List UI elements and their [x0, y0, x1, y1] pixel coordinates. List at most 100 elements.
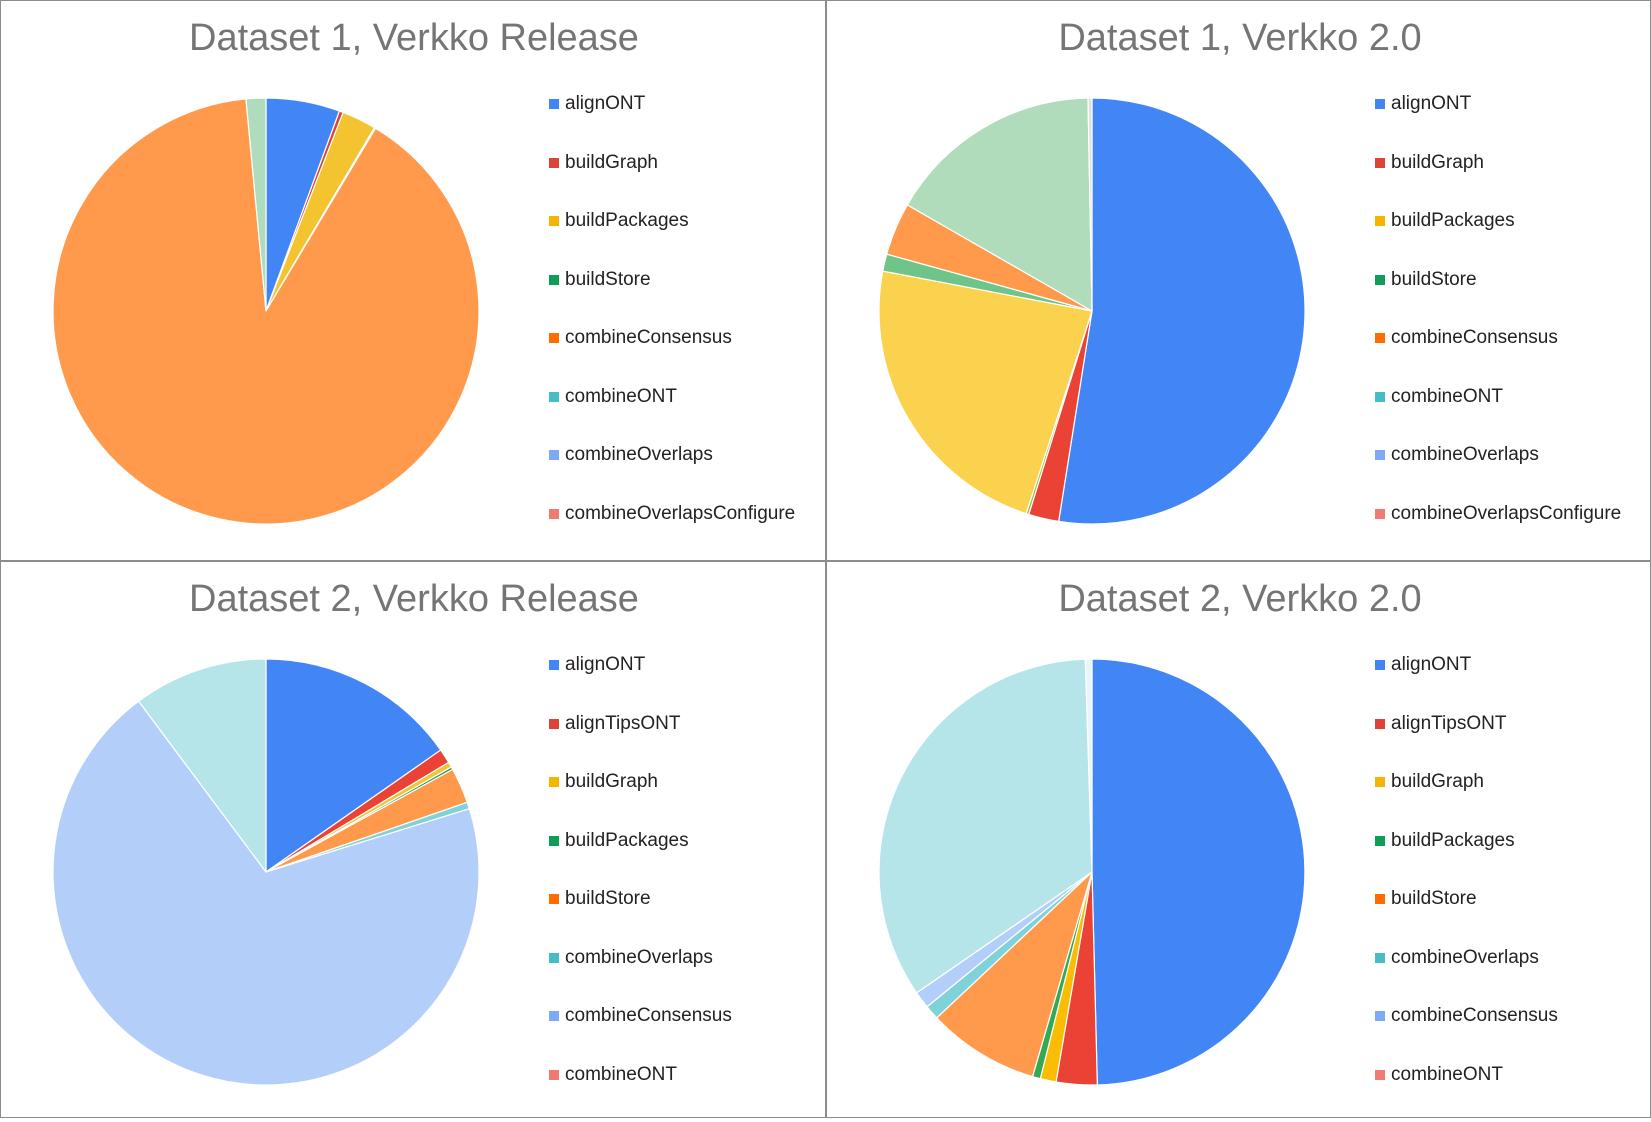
legend-swatch — [1375, 509, 1385, 519]
legend-swatch — [549, 450, 559, 460]
legend-label: combineONT — [1391, 386, 1641, 408]
legend-item-combineoverlapsconfigure: combineOverlapsConfigure — [1375, 503, 1645, 562]
legend-swatch — [1375, 275, 1385, 285]
legend-item-aligntipsont: alignTipsONT — [1375, 713, 1645, 772]
legend-label: buildStore — [565, 269, 815, 291]
pie-slice-alignont — [1059, 98, 1305, 524]
legend-item-buildgraph: buildGraph — [1375, 152, 1645, 211]
legend-item-combineconsensus: combineConsensus — [549, 327, 819, 386]
legend-item-buildgraph: buildGraph — [549, 152, 819, 211]
legend-label: alignONT — [1391, 93, 1641, 115]
legend-item-combineoverlaps: combineOverlaps — [1375, 444, 1645, 503]
legend-swatch — [549, 216, 559, 226]
legend-item-combineoverlaps: combineOverlaps — [549, 444, 819, 503]
legend-label: buildStore — [1391, 269, 1641, 291]
chart-panel-dataset2-release: Dataset 2, Verkko Release alignONT alignT… — [0, 561, 826, 1118]
legend-swatch — [1375, 894, 1385, 904]
legend-swatch — [549, 158, 559, 168]
legend-swatch — [1375, 99, 1385, 109]
legend-item-combineont: combineONT — [549, 1064, 819, 1122]
chart-title: Dataset 1, Verkko 2.0 — [827, 17, 1651, 60]
legend-label: buildPackages — [565, 210, 815, 232]
chart-title: Dataset 2, Verkko 2.0 — [827, 578, 1651, 621]
legend-label: combineOverlaps — [565, 947, 815, 969]
legend-swatch — [549, 1070, 559, 1080]
legend-item-alignont: alignONT — [1375, 654, 1645, 713]
legend-label: buildPackages — [565, 830, 815, 852]
legend-label: alignONT — [565, 654, 815, 676]
legend: alignONT buildGraph buildPackages buildStor… — [549, 93, 819, 561]
legend-swatch — [549, 894, 559, 904]
legend-swatch — [549, 777, 559, 787]
legend-label: alignTipsONT — [1391, 713, 1641, 735]
legend-swatch — [549, 99, 559, 109]
legend-label: combineConsensus — [1391, 1005, 1641, 1027]
pie-chart — [857, 76, 1327, 546]
legend-label: combineConsensus — [1391, 327, 1641, 349]
legend-item-buildgraph: buildGraph — [1375, 771, 1645, 830]
legend-swatch — [1375, 158, 1385, 168]
legend-item-buildstore: buildStore — [1375, 888, 1645, 947]
legend-item-buildpackages: buildPackages — [549, 210, 819, 269]
legend-swatch — [1375, 777, 1385, 787]
legend-swatch — [549, 1011, 559, 1021]
legend-label: combineONT — [565, 1064, 815, 1086]
legend: alignONT buildGraph buildPackages buildStor… — [1375, 93, 1645, 561]
legend-swatch — [1375, 450, 1385, 460]
legend-label: combineOverlaps — [1391, 444, 1641, 466]
legend-swatch — [549, 333, 559, 343]
legend-label: alignTipsONT — [565, 713, 815, 735]
legend-swatch — [1375, 1070, 1385, 1080]
legend-swatch — [549, 509, 559, 519]
legend-swatch — [549, 660, 559, 670]
legend-label: buildGraph — [565, 152, 815, 174]
legend-item-buildpackages: buildPackages — [1375, 210, 1645, 269]
legend-item-combineont: combineONT — [1375, 1064, 1645, 1122]
legend-item-buildpackages: buildPackages — [549, 830, 819, 889]
legend-label: combineONT — [1391, 1064, 1641, 1086]
chart-panel-dataset1-v2: Dataset 1, Verkko 2.0 alignONT buildGraph… — [826, 0, 1651, 561]
legend-swatch — [1375, 333, 1385, 343]
legend-item-combineont: combineONT — [1375, 386, 1645, 445]
pie-chart — [857, 637, 1327, 1107]
legend-label: combineOverlaps — [1391, 947, 1641, 969]
legend-swatch — [549, 836, 559, 846]
legend-item-buildstore: buildStore — [549, 888, 819, 947]
legend-swatch — [549, 719, 559, 729]
legend-label: combineOverlapsConfigure — [1391, 503, 1641, 525]
legend-label: combineConsensus — [565, 327, 815, 349]
legend: alignONT alignTipsONT buildGraph buildPacka… — [549, 654, 819, 1122]
pie-chart — [31, 76, 501, 546]
legend-label: buildGraph — [1391, 771, 1641, 793]
legend-swatch — [549, 953, 559, 963]
legend-label: buildPackages — [1391, 210, 1641, 232]
legend-item-combineconsensus: combineConsensus — [549, 1005, 819, 1064]
legend-item-combineoverlapsconfigure: combineOverlapsConfigure — [549, 503, 819, 562]
legend-swatch — [1375, 719, 1385, 729]
legend-swatch — [1375, 660, 1385, 670]
legend-label: buildStore — [565, 888, 815, 910]
chart-title: Dataset 2, Verkko Release — [1, 578, 827, 621]
legend-item-combineoverlaps: combineOverlaps — [1375, 947, 1645, 1006]
legend-item-combineoverlaps: combineOverlaps — [549, 947, 819, 1006]
legend-label: buildGraph — [565, 771, 815, 793]
legend-swatch — [1375, 392, 1385, 402]
legend-label: alignONT — [565, 93, 815, 115]
legend-item-combineconsensus: combineConsensus — [1375, 327, 1645, 386]
legend-item-combineconsensus: combineConsensus — [1375, 1005, 1645, 1064]
legend-label: buildGraph — [1391, 152, 1641, 174]
legend-label: combineConsensus — [565, 1005, 815, 1027]
legend-label: combineOverlaps — [565, 444, 815, 466]
legend-item-buildgraph: buildGraph — [549, 771, 819, 830]
legend-item-buildpackages: buildPackages — [1375, 830, 1645, 889]
legend-swatch — [549, 275, 559, 285]
pie-chart — [31, 637, 501, 1107]
legend-swatch — [1375, 953, 1385, 963]
legend-item-alignont: alignONT — [549, 93, 819, 152]
legend-label: buildPackages — [1391, 830, 1641, 852]
legend-label: combineONT — [565, 386, 815, 408]
legend-item-alignont: alignONT — [1375, 93, 1645, 152]
